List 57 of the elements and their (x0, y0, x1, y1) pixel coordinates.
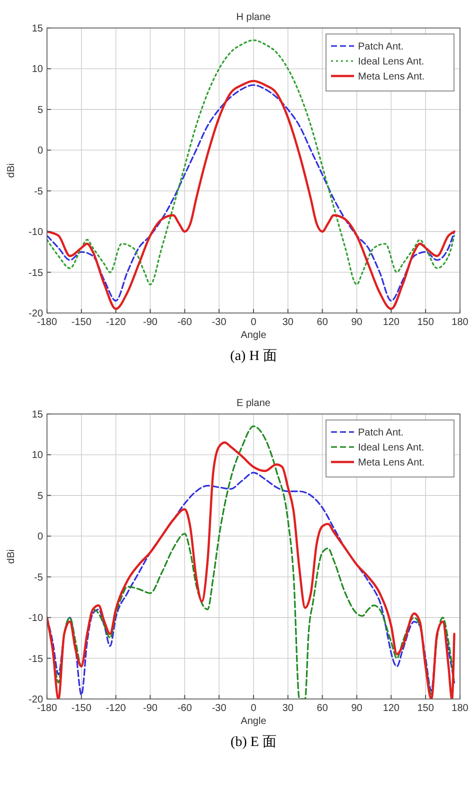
x-tick-label: 30 (282, 703, 294, 714)
x-tick-label: -150 (71, 703, 92, 714)
y-tick-label: -15 (28, 268, 44, 279)
x-tick-label: 90 (351, 703, 363, 714)
y-tick-label: 5 (37, 490, 44, 502)
y-tick-label: -15 (28, 654, 44, 665)
text: (a) H 面 (230, 349, 277, 364)
y-tick-label: -20 (28, 308, 44, 320)
x-tick-label: 180 (452, 703, 469, 714)
y-tick-label: -20 (28, 694, 44, 706)
y-axis-title: dBi (6, 163, 17, 178)
y-tick-label: 0 (37, 532, 44, 543)
text: (b) E 面 (230, 735, 276, 750)
x-tick-label: 30 (282, 317, 294, 328)
y-tick-label: -5 (34, 186, 44, 198)
x-tick-label: -60 (177, 703, 192, 714)
x-tick-label: 150 (417, 703, 434, 714)
x-tick-label: -90 (143, 317, 158, 328)
x-tick-label: 0 (250, 703, 257, 714)
x-tick-label: -90 (143, 703, 158, 714)
y-tick-label: -10 (28, 227, 44, 238)
x-tick-label: -180 (36, 317, 58, 328)
line-series (47, 39, 456, 286)
x-tick-label: 0 (250, 317, 257, 328)
legend-label: Ideal Lens Ant. (358, 56, 424, 68)
x-tick-label: -120 (106, 317, 126, 328)
x-tick-label: -120 (106, 703, 126, 714)
x-tick-label: 150 (417, 317, 434, 328)
x-tick-label: -150 (71, 317, 92, 328)
x-axis-title: Angle (240, 716, 267, 727)
legend-label: Meta Lens Ant. (358, 458, 425, 468)
x-axis-title: Angle (240, 330, 267, 341)
chart-title: E plane (236, 398, 271, 409)
y-tick-label: 5 (37, 104, 44, 116)
legend-label: Meta Lens Ant. (358, 72, 425, 82)
legend-label: Patch Ant. (358, 42, 404, 52)
legend-label: Patch Ant. (358, 428, 404, 438)
chart-title: H plane (236, 12, 272, 23)
y-tick-label: 10 (32, 450, 44, 462)
y-axis-title: dBi (6, 549, 17, 564)
x-tick-label: -30 (212, 317, 227, 328)
x-tick-label: 60 (316, 703, 328, 714)
legend-label: Ideal Lens Ant. (358, 442, 424, 454)
x-tick-label: 60 (316, 317, 328, 328)
y-tick-label: 10 (32, 64, 44, 76)
y-tick-label: -5 (34, 572, 44, 584)
x-tick-label: 180 (452, 317, 469, 328)
y-tick-label: -10 (28, 613, 44, 624)
y-tick-label: 15 (32, 410, 44, 420)
x-tick-label: 120 (382, 703, 400, 714)
x-tick-label: 120 (382, 317, 400, 328)
y-tick-label: 15 (32, 24, 44, 34)
x-tick-label: 90 (351, 317, 363, 328)
y-tick-label: 0 (37, 146, 44, 157)
x-tick-label: -180 (36, 703, 58, 714)
x-tick-label: -60 (177, 317, 192, 328)
x-tick-label: -30 (212, 703, 227, 714)
